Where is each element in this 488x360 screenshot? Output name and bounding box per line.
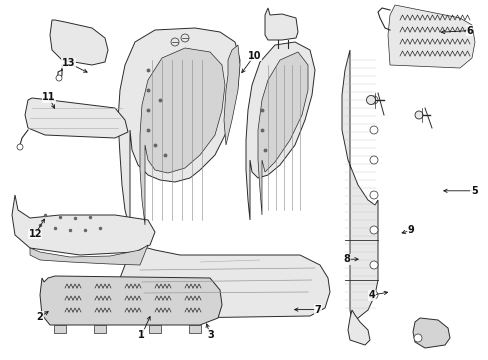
Polygon shape <box>224 45 240 145</box>
Text: 13: 13 <box>61 58 75 68</box>
Polygon shape <box>12 195 155 255</box>
Circle shape <box>56 75 62 81</box>
Circle shape <box>369 226 377 234</box>
Text: 8: 8 <box>343 254 350 264</box>
Text: 7: 7 <box>314 305 321 315</box>
Circle shape <box>366 95 375 104</box>
Text: 2: 2 <box>37 312 43 322</box>
Circle shape <box>369 291 377 299</box>
Text: 1: 1 <box>138 330 145 340</box>
Circle shape <box>17 144 23 150</box>
Polygon shape <box>341 50 377 320</box>
Circle shape <box>414 111 422 119</box>
Bar <box>54 325 66 333</box>
Circle shape <box>369 191 377 199</box>
Circle shape <box>369 96 377 104</box>
Circle shape <box>171 38 179 46</box>
Polygon shape <box>40 276 222 325</box>
Polygon shape <box>118 240 329 318</box>
Text: 3: 3 <box>206 330 213 340</box>
Circle shape <box>181 34 189 42</box>
Text: 11: 11 <box>42 92 56 102</box>
Polygon shape <box>140 48 224 225</box>
Polygon shape <box>412 318 449 348</box>
Polygon shape <box>347 310 369 345</box>
Bar <box>189 325 201 333</box>
Circle shape <box>369 261 377 269</box>
Text: 5: 5 <box>470 186 477 196</box>
Text: 9: 9 <box>407 225 413 235</box>
Bar <box>149 325 161 333</box>
Polygon shape <box>258 52 307 215</box>
Bar <box>94 325 106 333</box>
Circle shape <box>369 156 377 164</box>
Text: 12: 12 <box>28 229 42 239</box>
Circle shape <box>369 126 377 134</box>
Text: 4: 4 <box>367 290 374 300</box>
Polygon shape <box>387 5 474 68</box>
Circle shape <box>413 334 421 342</box>
Polygon shape <box>50 20 108 65</box>
Text: 6: 6 <box>465 26 472 36</box>
Polygon shape <box>25 98 128 138</box>
Polygon shape <box>30 245 148 265</box>
Polygon shape <box>245 42 314 220</box>
Polygon shape <box>118 28 240 230</box>
Polygon shape <box>264 8 297 40</box>
Text: 10: 10 <box>247 51 261 61</box>
